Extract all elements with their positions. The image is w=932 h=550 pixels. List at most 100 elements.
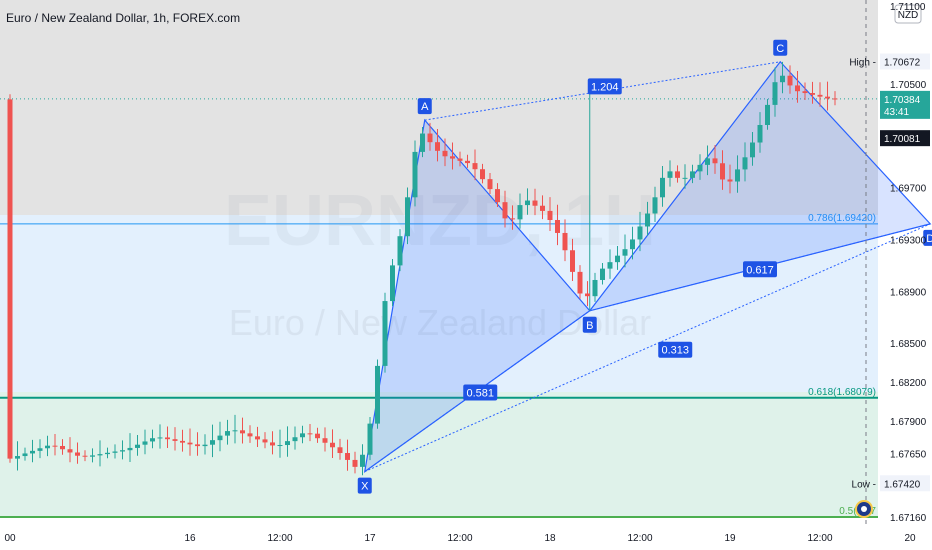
pattern-point-A[interactable]: A [417, 98, 432, 115]
candle-body [450, 156, 455, 159]
candle [577, 265, 583, 299]
pattern-point-D-bg [923, 229, 932, 246]
candle [352, 451, 358, 474]
candle [195, 432, 200, 456]
candle [772, 67, 778, 117]
watermark-symbol: EURNZD, 1H [224, 181, 656, 261]
candle-body [502, 202, 508, 219]
candle [637, 211, 643, 252]
candle-body [232, 430, 238, 432]
candle [682, 164, 688, 189]
candle-body [112, 451, 118, 453]
candle [435, 128, 440, 162]
candle-body [157, 437, 163, 439]
candle [450, 142, 455, 170]
candle-body [562, 232, 568, 251]
candle [525, 188, 530, 215]
candle [532, 188, 538, 216]
candle-body [607, 262, 613, 269]
candle [705, 145, 710, 176]
candle [127, 433, 133, 463]
candle-body [705, 158, 710, 165]
candle [367, 416, 373, 461]
candle-body [277, 445, 283, 447]
candle-body [22, 453, 28, 457]
x-tick-label: 18 [544, 533, 556, 544]
time-axis-panel[interactable] [0, 525, 932, 550]
candle-body [172, 439, 178, 441]
price-axis-panel[interactable] [878, 0, 932, 525]
pattern-point-A-bg [417, 98, 432, 115]
candle-body [667, 171, 673, 178]
candle [690, 164, 695, 184]
pattern-ratio-0[interactable]: 1.204 [587, 78, 622, 95]
pattern-point-B-bg [582, 316, 597, 333]
candle-body [180, 440, 185, 443]
candle-body [52, 445, 58, 447]
candle-body [442, 150, 448, 157]
candle-body [210, 440, 215, 445]
pattern-ratio-1-text: 0.617 [746, 264, 774, 276]
candle [345, 439, 350, 471]
pattern-point-X[interactable]: X [357, 477, 372, 494]
candle-body [435, 142, 440, 151]
candle-body [217, 435, 223, 441]
candle-body [630, 239, 635, 250]
candle-body [285, 441, 290, 446]
x-tick-label: 20 [904, 533, 916, 544]
pattern-point-C[interactable]: C [773, 39, 788, 56]
pattern-point-B[interactable]: B [582, 316, 597, 333]
upper-zone-band [0, 0, 878, 215]
pattern-ratio-2[interactable]: 0.313 [658, 341, 693, 358]
candle [262, 432, 268, 449]
candle [105, 447, 110, 459]
candle [225, 419, 230, 445]
candle [157, 424, 163, 449]
candle [480, 163, 485, 184]
time-axis: 00 16 12:00 17 12:00 18 12:00 19 12:00 20 [4, 533, 916, 544]
current-price-bg [880, 90, 930, 119]
candle [150, 429, 155, 449]
candle-body [67, 449, 73, 453]
low-value-text-0: 1.67420 [884, 479, 921, 490]
candle-body [270, 442, 275, 446]
candle [510, 205, 515, 230]
candle [30, 439, 35, 463]
candle [247, 425, 253, 443]
pattern-labels[interactable]: X A B C D 1.204 0.617 0.313 0.581 [357, 39, 932, 494]
candle-body [382, 301, 388, 366]
candle [780, 61, 785, 94]
currency-button[interactable]: NZD [894, 4, 922, 24]
candle-body [337, 447, 343, 454]
candle-body [637, 226, 643, 240]
x-tick-label: 16 [184, 533, 196, 544]
candle-body [832, 98, 838, 100]
globe-icon[interactable] [855, 500, 873, 518]
low-value-bg [880, 475, 930, 492]
pattern-ratio-3[interactable]: 0.581 [463, 384, 498, 401]
pattern-ratio-2-bg [658, 341, 693, 358]
candle [75, 442, 80, 464]
pattern-point-C-bg [773, 39, 788, 56]
candle [180, 429, 185, 452]
watermark-name: Euro / New Zealand Dollar [229, 302, 651, 343]
candle [817, 82, 823, 107]
pattern-ratio-2-text: 0.313 [661, 345, 689, 357]
candle-body [120, 450, 125, 452]
candle-body [517, 205, 523, 220]
candle [322, 427, 328, 452]
pattern-point-C-text: C [776, 43, 784, 55]
candle-body [757, 124, 763, 143]
candle-body [330, 442, 335, 448]
pattern-ratio-1[interactable]: 0.617 [743, 261, 777, 278]
candle-body [697, 164, 703, 172]
candle-body [390, 265, 395, 302]
candle [615, 245, 620, 270]
candle-body [150, 438, 155, 442]
candle-body [45, 445, 50, 449]
candle [337, 438, 343, 460]
candle-body [127, 447, 133, 451]
pattern-point-D[interactable]: D [923, 229, 932, 246]
